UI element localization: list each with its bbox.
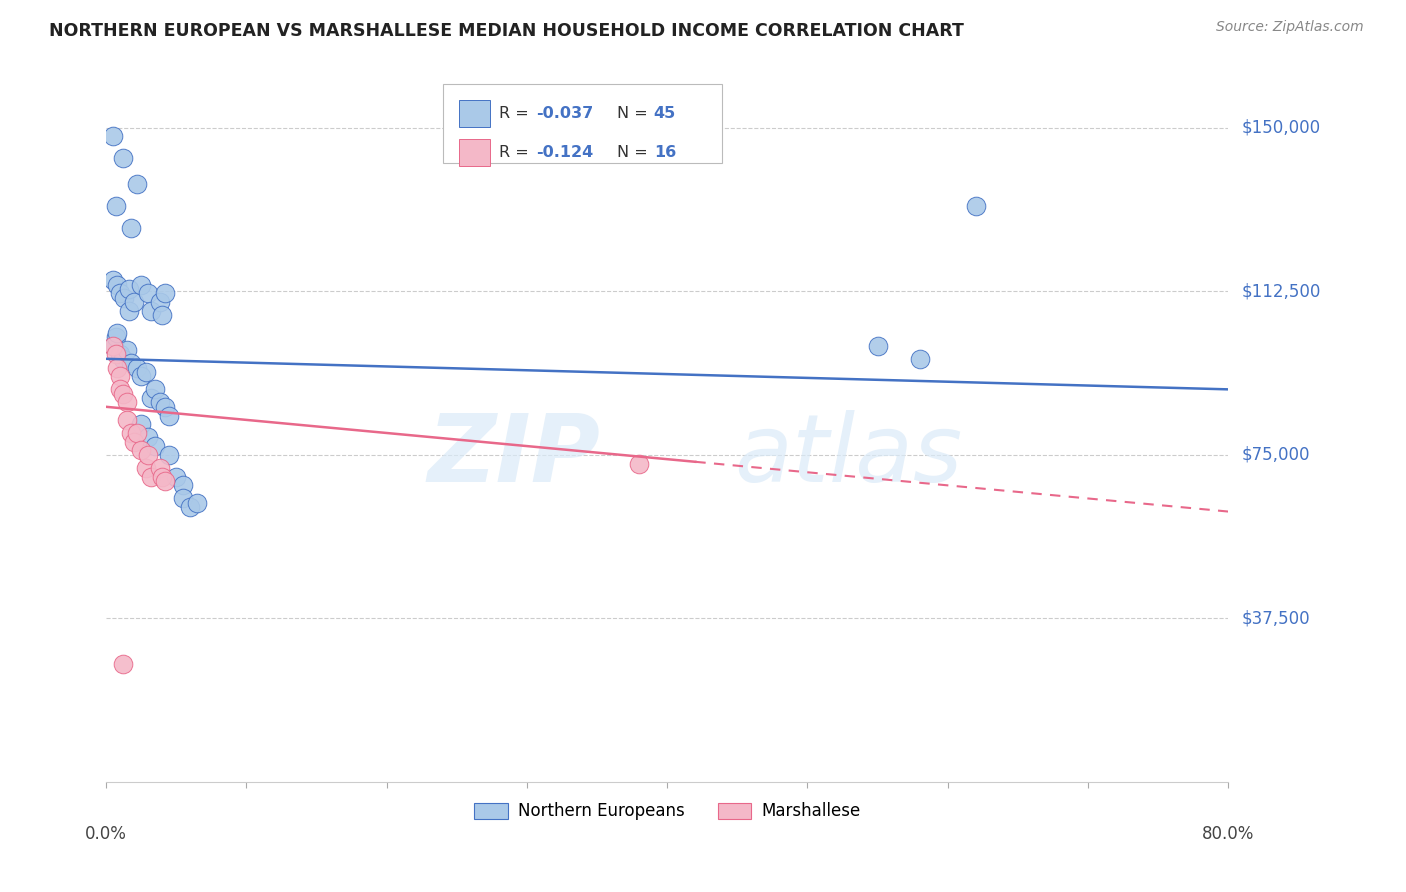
Text: N =: N = xyxy=(617,106,652,121)
Text: NORTHERN EUROPEAN VS MARSHALLESE MEDIAN HOUSEHOLD INCOME CORRELATION CHART: NORTHERN EUROPEAN VS MARSHALLESE MEDIAN … xyxy=(49,22,965,40)
Text: 0.0%: 0.0% xyxy=(86,825,127,843)
Point xyxy=(105,199,128,213)
Point xyxy=(134,365,156,379)
Point xyxy=(118,303,141,318)
FancyBboxPatch shape xyxy=(458,100,489,128)
Point xyxy=(107,277,129,292)
Text: $112,500: $112,500 xyxy=(1241,282,1322,301)
Text: 45: 45 xyxy=(654,106,676,121)
Point xyxy=(103,339,125,353)
Point xyxy=(148,395,170,409)
Point xyxy=(148,461,170,475)
Point xyxy=(153,474,176,488)
Point xyxy=(117,395,139,409)
Text: N =: N = xyxy=(617,145,652,160)
Point xyxy=(129,417,152,432)
Text: 80.0%: 80.0% xyxy=(1202,825,1254,843)
Point xyxy=(150,308,173,322)
Point xyxy=(103,273,125,287)
Text: -0.037: -0.037 xyxy=(536,106,593,121)
Text: 16: 16 xyxy=(654,145,676,160)
Point xyxy=(139,391,162,405)
Point xyxy=(117,413,139,427)
Point xyxy=(121,356,143,370)
Point xyxy=(127,178,149,192)
Point xyxy=(172,491,194,506)
Point xyxy=(121,220,143,235)
Point xyxy=(112,657,135,672)
Point xyxy=(103,339,125,353)
Text: R =: R = xyxy=(499,106,534,121)
Point xyxy=(107,360,129,375)
Point xyxy=(148,295,170,310)
Point xyxy=(129,277,152,292)
Point xyxy=(107,326,129,340)
Point xyxy=(172,478,194,492)
Point xyxy=(124,434,146,449)
Text: Source: ZipAtlas.com: Source: ZipAtlas.com xyxy=(1216,20,1364,34)
Point xyxy=(114,291,136,305)
Point xyxy=(124,295,146,310)
Point xyxy=(143,439,166,453)
Text: R =: R = xyxy=(499,145,534,160)
Point xyxy=(129,443,152,458)
Point xyxy=(110,286,132,301)
Point xyxy=(110,347,132,361)
Point xyxy=(118,282,141,296)
Text: -0.124: -0.124 xyxy=(536,145,593,160)
Point xyxy=(134,461,156,475)
Text: $37,500: $37,500 xyxy=(1241,609,1310,627)
Point xyxy=(105,330,128,344)
Point xyxy=(112,386,135,401)
Point xyxy=(157,409,180,423)
Text: atlas: atlas xyxy=(734,410,963,501)
Point xyxy=(110,383,132,397)
Point xyxy=(112,351,135,366)
Point xyxy=(117,343,139,357)
Point xyxy=(105,347,128,361)
FancyBboxPatch shape xyxy=(443,84,723,163)
Point xyxy=(179,500,201,515)
Point xyxy=(153,400,176,414)
Point xyxy=(136,448,159,462)
FancyBboxPatch shape xyxy=(458,138,489,166)
Point xyxy=(112,151,135,165)
Text: $75,000: $75,000 xyxy=(1241,446,1310,464)
Point xyxy=(866,339,889,353)
Point xyxy=(121,425,143,440)
Point xyxy=(165,469,187,483)
Point xyxy=(136,430,159,444)
Point xyxy=(965,199,987,213)
Point xyxy=(139,303,162,318)
Point xyxy=(628,457,651,471)
Point xyxy=(129,369,152,384)
Point xyxy=(150,469,173,483)
Point xyxy=(127,360,149,375)
Point xyxy=(908,351,931,366)
Point xyxy=(103,129,125,144)
Point xyxy=(186,496,208,510)
Point xyxy=(153,286,176,301)
Point xyxy=(110,369,132,384)
Legend: Northern Europeans, Marshallese: Northern Europeans, Marshallese xyxy=(468,796,868,827)
Text: $150,000: $150,000 xyxy=(1241,119,1320,136)
Point xyxy=(139,469,162,483)
Point xyxy=(157,448,180,462)
Text: ZIP: ZIP xyxy=(427,410,600,502)
Point xyxy=(143,383,166,397)
Point xyxy=(136,286,159,301)
Point xyxy=(127,425,149,440)
